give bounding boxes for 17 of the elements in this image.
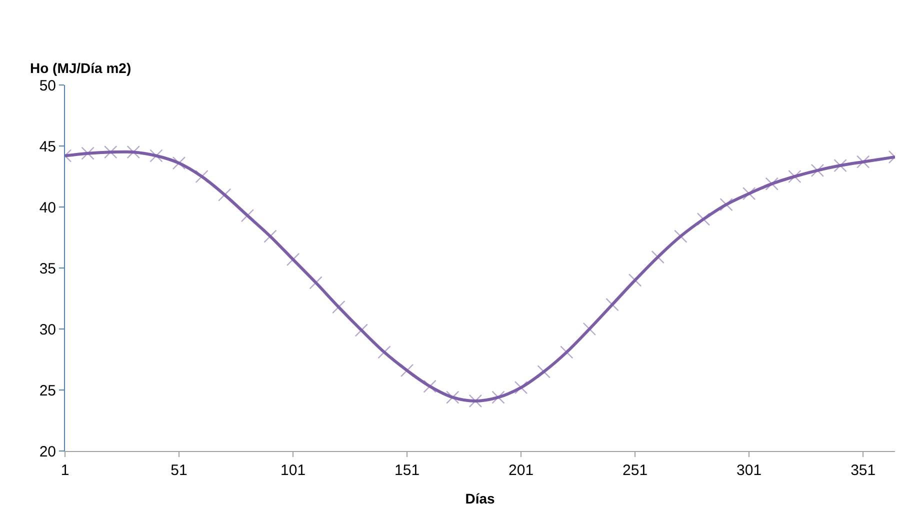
y-tick-label: 30 [39,321,56,338]
x-tick-label: 251 [622,462,648,479]
y-tick-label: 25 [39,382,56,400]
x-axis-title: Días [465,490,495,506]
x-tick-label: 301 [736,462,762,479]
x-tick-label: 51 [170,462,188,479]
x-tick-label: 151 [394,462,420,479]
y-tick-label: 45 [39,138,56,156]
y-tick-label: 50 [39,77,56,94]
x-tick-label: 101 [280,462,306,479]
y-tick-label: 40 [39,199,56,216]
y-tick-label: 35 [39,260,56,278]
x-tick-label: 1 [60,462,70,479]
x-tick-label: 351 [850,462,876,479]
y-axis-title: Ho (MJ/Día m2) [30,60,132,76]
y-tick-label: 20 [39,443,56,460]
x-tick-label: 201 [508,462,534,479]
